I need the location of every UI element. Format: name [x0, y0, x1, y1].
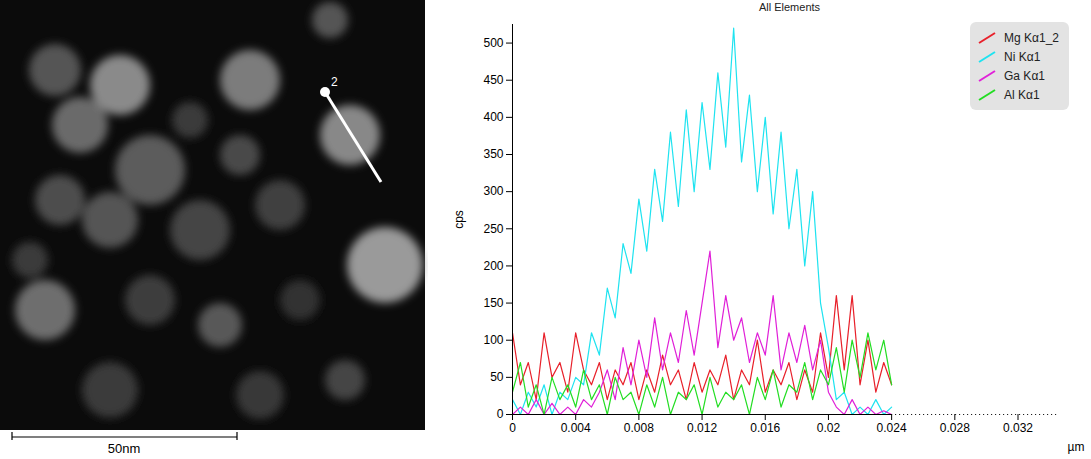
svg-text:0.028: 0.028 — [940, 421, 970, 435]
html-text:All Elements: All Elements — [758, 1, 821, 13]
svg-text:0.016: 0.016 — [750, 421, 780, 435]
svg-text:0.008: 0.008 — [624, 421, 654, 435]
svg-text:300: 300 — [483, 184, 503, 198]
svg-text:50nm: 50nm — [108, 441, 141, 456]
svg-text:0.012: 0.012 — [687, 421, 717, 435]
svg-text:50: 50 — [490, 370, 504, 384]
svg-text:400: 400 — [483, 110, 503, 124]
svg-text:250: 250 — [483, 222, 503, 236]
svg-text:0.024: 0.024 — [877, 421, 907, 435]
svg-text:0.02: 0.02 — [817, 421, 841, 435]
html-text:Mg Kα1_2: Mg Kα1_2 — [1004, 30, 1059, 45]
svg-text:0: 0 — [497, 407, 504, 421]
svg-text:500: 500 — [483, 36, 503, 50]
svg-text:µm: µm — [1068, 440, 1085, 454]
svg-text:450: 450 — [483, 73, 503, 87]
svg-text:100: 100 — [483, 333, 503, 347]
svg-text:0: 0 — [509, 421, 516, 435]
html-text:Ni Kα1: Ni Kα1 — [1004, 49, 1041, 64]
svg-text:0.032: 0.032 — [1003, 421, 1033, 435]
svg-text:2: 2 — [331, 75, 338, 89]
svg-text:200: 200 — [483, 259, 503, 273]
html-text:Ga Kα1: Ga Kα1 — [1004, 68, 1045, 83]
html-text:Al Kα1: Al Kα1 — [1004, 87, 1040, 102]
svg-text:0.004: 0.004 — [561, 421, 591, 435]
svg-text:350: 350 — [483, 147, 503, 161]
svg-text:150: 150 — [483, 296, 503, 310]
svg-text:cps: cps — [452, 210, 466, 229]
